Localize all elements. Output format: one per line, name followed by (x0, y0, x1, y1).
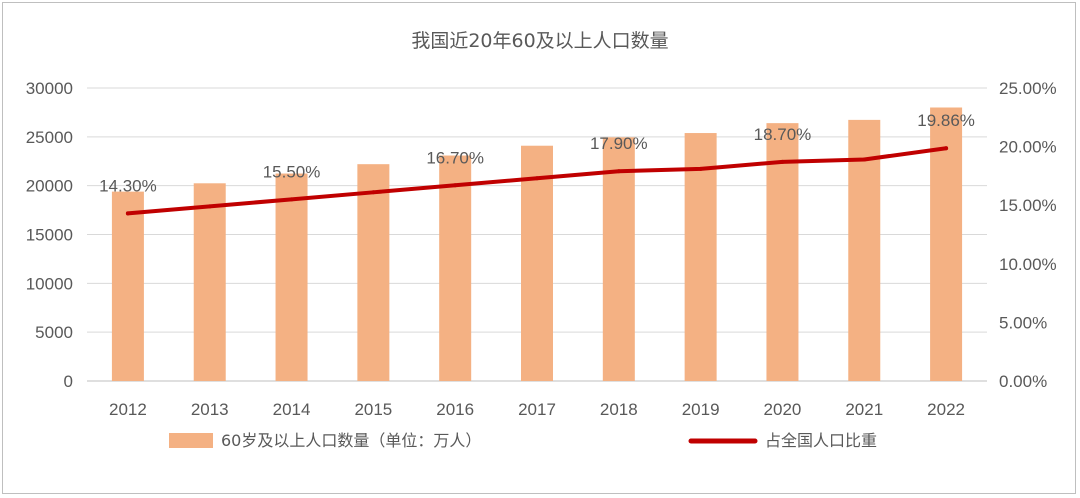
data-label: 14.30% (99, 176, 157, 195)
line-point (616, 169, 621, 174)
data-label: 19.86% (917, 111, 975, 130)
x-tick-label: 2016 (436, 400, 474, 419)
x-tick-label: 2013 (191, 400, 229, 419)
right-tick-label: 5.00% (999, 313, 1047, 332)
data-label: 18.70% (754, 125, 812, 144)
left-tick-label: 15000 (26, 226, 73, 245)
line-point (371, 190, 376, 195)
data-labels: 14.30% 15.50% 16.70% 17.90% 18.70% 19.86% (99, 111, 975, 195)
bar (357, 164, 390, 381)
left-axis-ticks: 0 5000 10000 15000 20000 25000 30000 (26, 79, 73, 391)
right-tick-label: 0.00% (999, 372, 1047, 391)
x-tick-label: 2019 (682, 400, 720, 419)
legend-label-line: 占全国人口比重 (765, 431, 877, 450)
legend-label-bar: 60岁及以上人口数量（单位：万人） (221, 431, 481, 450)
left-tick-label: 0 (64, 372, 73, 391)
data-label: 16.70% (426, 148, 484, 167)
right-tick-label: 10.00% (999, 255, 1057, 274)
x-tick-label: 2022 (927, 400, 965, 419)
x-tick-label: 2021 (845, 400, 883, 419)
right-tick-label: 25.00% (999, 79, 1057, 98)
right-axis-ticks: 0.00% 5.00% 10.00% 15.00% 20.00% 25.00% (999, 79, 1057, 391)
left-tick-label: 5000 (35, 323, 73, 342)
bar (930, 107, 963, 382)
bar (848, 119, 881, 381)
bar (766, 123, 799, 381)
left-tick-label: 30000 (26, 79, 73, 98)
line-point (862, 157, 867, 162)
x-tick-label: 2014 (273, 400, 311, 419)
left-tick-label: 25000 (26, 128, 73, 147)
legend: 60岁及以上人口数量（单位：万人） 占全国人口比重 (169, 431, 877, 450)
chart-title: 我国近20年60及以上人口数量 (411, 30, 668, 52)
bar (439, 155, 472, 381)
bar (275, 173, 308, 381)
x-axis-ticks: 2012 2013 2014 2015 2016 2017 2018 2019 2020 2021… (109, 400, 965, 419)
x-tick-label: 2020 (764, 400, 802, 419)
x-tick-label: 2012 (109, 400, 147, 419)
line-point (125, 211, 130, 216)
x-tick-label: 2018 (600, 400, 638, 419)
left-tick-label: 10000 (26, 274, 73, 293)
right-tick-label: 20.00% (999, 138, 1057, 157)
line-point (698, 166, 703, 171)
line-series (125, 146, 949, 216)
bar (684, 133, 717, 381)
data-label: 15.50% (263, 162, 321, 181)
line-point (289, 197, 294, 202)
data-label: 17.90% (590, 134, 648, 153)
bar (521, 145, 553, 381)
line-point (535, 176, 539, 181)
bar (193, 183, 226, 381)
line-point (780, 159, 785, 164)
right-tick-label: 15.00% (999, 196, 1057, 215)
chart-svg: 我国近20年60及以上人口数量 14.30% 15.50% 16.70% 17.90%… (26, 30, 1057, 450)
x-tick-label: 2015 (354, 400, 392, 419)
legend-swatch-bar (169, 433, 213, 448)
bar (602, 137, 635, 381)
line-point (453, 183, 458, 188)
bar-series (111, 107, 963, 382)
x-tick-label: 2017 (518, 400, 556, 419)
line-point (207, 204, 212, 209)
left-tick-label: 20000 (26, 177, 73, 196)
line-point (944, 146, 949, 151)
bar (111, 191, 144, 381)
